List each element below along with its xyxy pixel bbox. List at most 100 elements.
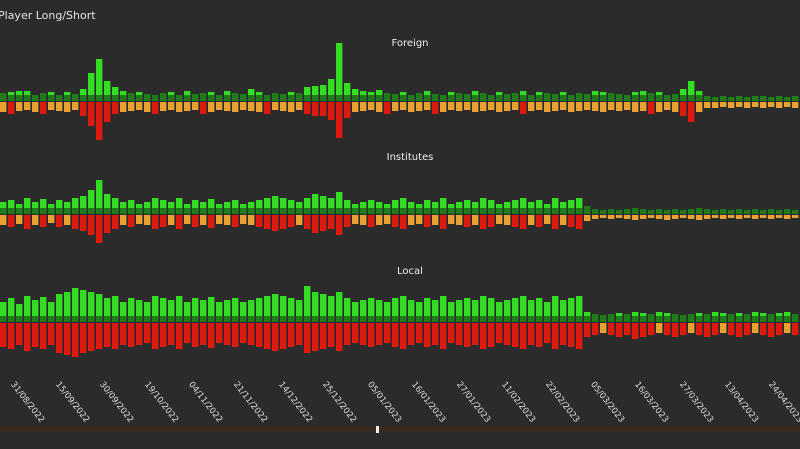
long-bar bbox=[96, 294, 103, 322]
long-bar bbox=[24, 296, 31, 322]
bar-chart-area bbox=[0, 43, 799, 357]
long-base bbox=[80, 95, 87, 101]
x-tick-label: 25/12/2022 bbox=[320, 380, 359, 425]
long-base bbox=[240, 316, 247, 322]
short-bar bbox=[640, 215, 647, 219]
short-bar bbox=[664, 215, 671, 220]
long-base bbox=[512, 316, 519, 322]
short-bar bbox=[200, 323, 207, 345]
short-bar bbox=[432, 323, 439, 345]
short-bar bbox=[216, 323, 223, 343]
long-bar bbox=[760, 96, 767, 101]
x-tick-label: 24/04/2023 bbox=[766, 380, 800, 425]
long-bar bbox=[264, 95, 271, 101]
short-bar bbox=[296, 102, 303, 110]
short-bar bbox=[168, 102, 175, 110]
short-bar bbox=[160, 102, 167, 111]
long-base bbox=[112, 95, 119, 101]
long-base bbox=[152, 316, 159, 322]
short-bar bbox=[560, 215, 567, 225]
long-base bbox=[336, 95, 343, 101]
short-bar bbox=[456, 323, 463, 345]
short-bar bbox=[360, 323, 367, 345]
long-bar bbox=[632, 208, 639, 214]
long-base bbox=[640, 95, 647, 101]
short-bar bbox=[776, 102, 783, 108]
long-bar bbox=[8, 298, 15, 322]
short-bar bbox=[584, 102, 591, 110]
long-base bbox=[688, 95, 695, 101]
long-bar bbox=[408, 95, 415, 101]
long-base bbox=[392, 316, 399, 322]
long-bar bbox=[456, 300, 463, 322]
short-bar bbox=[16, 215, 23, 224]
long-bar bbox=[376, 300, 383, 322]
short-bar bbox=[88, 215, 95, 235]
short-bar bbox=[296, 323, 303, 345]
long-base bbox=[536, 95, 543, 101]
long-bar bbox=[368, 298, 375, 322]
long-base bbox=[488, 208, 495, 214]
short-bar bbox=[592, 102, 599, 111]
long-base bbox=[584, 316, 591, 322]
long-base bbox=[104, 95, 111, 101]
short-bar bbox=[96, 102, 103, 140]
long-bar bbox=[336, 43, 343, 101]
long-bar bbox=[144, 94, 151, 101]
long-base bbox=[256, 208, 263, 214]
short-bar bbox=[712, 102, 719, 108]
short-bar bbox=[728, 102, 735, 108]
range-navigator[interactable] bbox=[0, 426, 800, 433]
long-base bbox=[392, 208, 399, 214]
long-base bbox=[696, 316, 703, 322]
long-base bbox=[632, 95, 639, 101]
long-base bbox=[496, 95, 503, 101]
long-bar bbox=[40, 93, 47, 101]
long-base bbox=[736, 316, 743, 322]
navigator-handle[interactable] bbox=[376, 426, 379, 433]
short-bar bbox=[8, 215, 15, 227]
x-tick-label: 04/11/2022 bbox=[186, 380, 225, 425]
short-bar bbox=[736, 323, 743, 337]
long-base bbox=[16, 316, 23, 322]
short-bar bbox=[432, 102, 439, 114]
short-bar bbox=[704, 323, 711, 337]
short-bar bbox=[248, 215, 255, 225]
short-bar bbox=[40, 215, 47, 227]
short-bar bbox=[144, 215, 151, 225]
long-bar bbox=[216, 302, 223, 322]
long-base bbox=[576, 316, 583, 322]
x-tick-label: 16/03/2023 bbox=[632, 380, 671, 425]
short-bar bbox=[280, 215, 287, 229]
long-base bbox=[168, 316, 175, 322]
long-base bbox=[784, 316, 791, 322]
short-bar bbox=[672, 323, 679, 337]
long-base bbox=[32, 208, 39, 214]
long-base bbox=[192, 316, 199, 322]
long-bar bbox=[136, 300, 143, 322]
long-base bbox=[200, 316, 207, 322]
long-bar bbox=[256, 298, 263, 322]
short-bar bbox=[560, 102, 567, 110]
long-bar bbox=[744, 97, 751, 101]
long-bar bbox=[496, 302, 503, 322]
short-bar bbox=[728, 215, 735, 218]
long-bar bbox=[576, 93, 583, 101]
short-bar bbox=[328, 102, 335, 120]
long-bar bbox=[552, 198, 559, 214]
short-bar bbox=[536, 323, 543, 347]
short-bar bbox=[696, 215, 703, 220]
long-base bbox=[280, 208, 287, 214]
long-bar bbox=[312, 194, 319, 214]
long-base bbox=[400, 316, 407, 322]
short-bar bbox=[224, 102, 231, 111]
long-base bbox=[56, 208, 63, 214]
short-bar bbox=[128, 323, 135, 347]
long-base bbox=[304, 95, 311, 101]
long-bar bbox=[336, 192, 343, 214]
short-bar bbox=[192, 323, 199, 347]
long-bar bbox=[72, 288, 79, 322]
short-bar bbox=[696, 323, 703, 335]
long-base bbox=[24, 208, 31, 214]
long-bar bbox=[88, 73, 95, 101]
